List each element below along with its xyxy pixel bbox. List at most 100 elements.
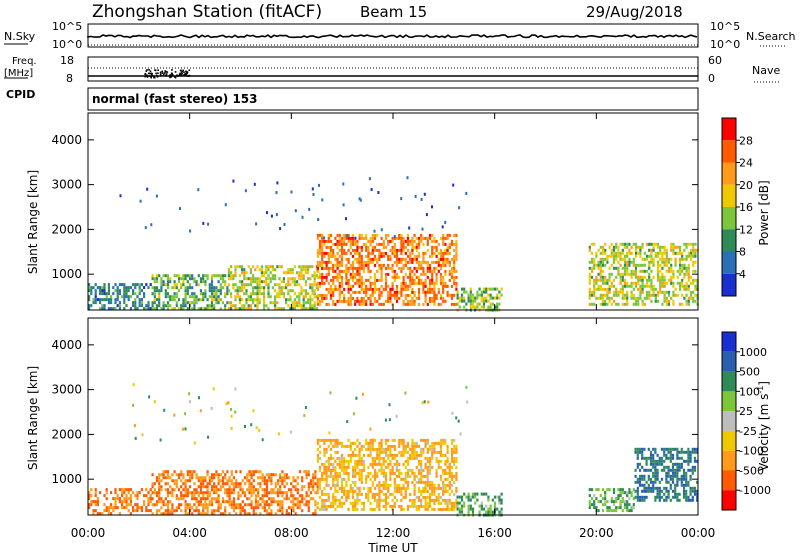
echo-cell bbox=[145, 494, 148, 498]
echo-cell bbox=[332, 275, 335, 279]
echo-cell bbox=[682, 474, 686, 478]
echo-cell bbox=[94, 298, 97, 302]
echo-cell bbox=[420, 266, 423, 270]
echo-cell bbox=[155, 286, 159, 290]
echo-cell bbox=[446, 293, 449, 297]
echo-cell bbox=[696, 450, 699, 454]
echo-cell bbox=[193, 298, 196, 302]
echo-cell bbox=[421, 401, 424, 405]
echo-cell bbox=[354, 453, 357, 457]
echo-cell bbox=[248, 482, 251, 486]
velocity-colorbar-label: Velocity [m s-1] bbox=[756, 381, 771, 471]
echo-cell bbox=[687, 468, 690, 472]
freq-label-line1: Freq. bbox=[12, 56, 37, 67]
echo-cell bbox=[608, 290, 611, 294]
echo-cell bbox=[321, 257, 324, 261]
echo-cell bbox=[588, 245, 591, 249]
echo-cell bbox=[191, 473, 194, 477]
nave-point bbox=[150, 73, 153, 76]
echo-cell bbox=[411, 281, 414, 285]
echo-cell bbox=[595, 506, 598, 510]
echo-cell bbox=[316, 456, 319, 460]
echo-cell bbox=[623, 284, 627, 288]
echo-cell bbox=[177, 307, 181, 311]
echo-cell bbox=[336, 287, 339, 291]
echo-cell bbox=[267, 283, 270, 287]
echo-cell bbox=[380, 266, 383, 270]
echo-cell bbox=[391, 444, 394, 448]
echo-cell bbox=[669, 474, 672, 478]
echo-cell bbox=[424, 284, 427, 288]
echo-cell bbox=[599, 269, 602, 273]
echo-cell bbox=[307, 292, 310, 296]
echo-cell bbox=[428, 299, 432, 303]
nave-point bbox=[144, 72, 147, 75]
x-tick-label: 12:00 bbox=[376, 526, 411, 540]
echo-cell bbox=[369, 284, 372, 288]
echo-cell bbox=[437, 501, 440, 505]
echo-cell bbox=[389, 474, 392, 478]
echo-cell bbox=[158, 482, 161, 486]
echo-cell bbox=[378, 263, 381, 267]
echo-cell bbox=[420, 239, 423, 243]
echo-cell bbox=[327, 281, 330, 285]
echo-cell bbox=[431, 272, 434, 276]
echo-cell bbox=[621, 509, 624, 513]
echo-cell bbox=[263, 500, 266, 504]
echo-cell bbox=[378, 480, 381, 484]
echo-cell bbox=[247, 307, 250, 311]
echo-cell bbox=[197, 476, 200, 480]
echo-cell bbox=[316, 485, 319, 489]
echo-cell bbox=[431, 489, 434, 493]
echo-cell bbox=[665, 254, 668, 258]
echo-cell bbox=[400, 239, 403, 243]
echo-cell bbox=[307, 509, 310, 513]
echo-cell bbox=[667, 465, 670, 469]
echo-cell bbox=[94, 283, 97, 287]
echo-cell bbox=[387, 486, 390, 490]
echo-cell bbox=[107, 298, 110, 302]
echo-cell bbox=[656, 245, 660, 249]
echo-cell bbox=[221, 476, 225, 480]
echo-cell bbox=[314, 512, 317, 516]
echo-cell bbox=[398, 236, 401, 240]
echo-cell bbox=[287, 271, 290, 275]
echo-cell bbox=[338, 281, 341, 285]
echo-cell bbox=[411, 299, 414, 303]
echo-cell bbox=[248, 491, 251, 495]
echo-cell bbox=[380, 275, 383, 279]
echo-cell bbox=[88, 286, 91, 290]
echo-cell bbox=[658, 456, 661, 460]
echo-cell bbox=[415, 474, 418, 478]
echo-cell bbox=[127, 298, 130, 302]
echo-cell bbox=[351, 504, 355, 508]
echo-cell bbox=[467, 495, 470, 499]
echo-cell bbox=[362, 468, 366, 472]
echo-cell bbox=[621, 500, 624, 504]
nave-point bbox=[165, 70, 167, 73]
echo-cell bbox=[641, 465, 644, 469]
echo-cell bbox=[426, 465, 429, 469]
echo-cell bbox=[206, 494, 209, 498]
echo-cell bbox=[246, 479, 249, 483]
echo-cell bbox=[316, 269, 319, 273]
echo-cell bbox=[263, 494, 266, 498]
echo-cell bbox=[435, 248, 438, 252]
echo-cell bbox=[409, 269, 412, 273]
echo-cell bbox=[428, 459, 432, 463]
echo-cell bbox=[485, 296, 488, 300]
echo-cell bbox=[347, 492, 350, 496]
echo-cell bbox=[371, 438, 374, 442]
echo-cell bbox=[347, 471, 350, 475]
echo-cell bbox=[637, 278, 640, 282]
echo-cell bbox=[302, 307, 305, 311]
echo-cell bbox=[626, 500, 629, 504]
echo-cell bbox=[391, 492, 394, 496]
colorbar-tick-label: -500 bbox=[739, 464, 764, 477]
echo-cell bbox=[199, 512, 203, 516]
colorbar-tick-label: -25 bbox=[739, 425, 757, 438]
echo-cell bbox=[380, 251, 383, 255]
echo-cell bbox=[661, 275, 664, 279]
echo-cell bbox=[325, 287, 328, 291]
echo-cell bbox=[202, 506, 205, 510]
